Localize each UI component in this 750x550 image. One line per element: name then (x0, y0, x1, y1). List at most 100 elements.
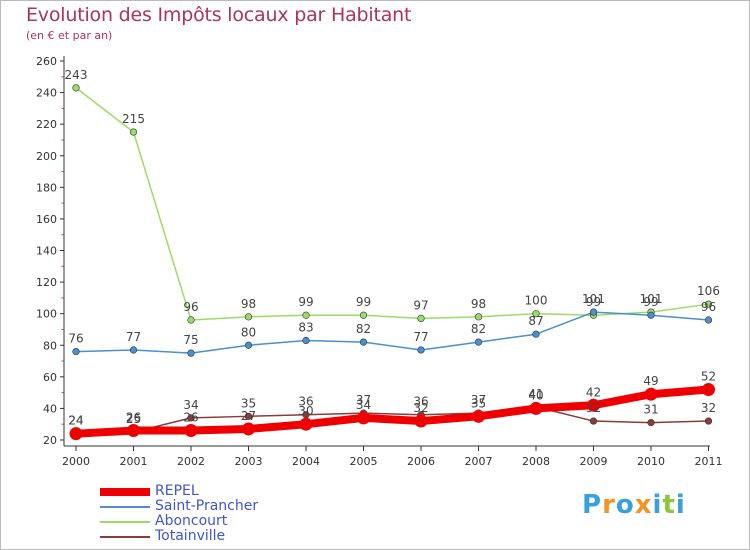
data-point (417, 346, 425, 354)
data-label: 30 (298, 404, 313, 418)
x-tick-label: 2011 (695, 455, 723, 468)
data-point (589, 417, 598, 425)
data-point (129, 128, 138, 136)
proxiti-logo: Proxiti (582, 490, 686, 520)
logo-letter: t (662, 490, 676, 520)
data-point (474, 338, 483, 346)
y-tick-label: 260 (36, 55, 57, 68)
legend-swatch (100, 488, 150, 496)
data-label: 77 (413, 330, 428, 344)
data-point (242, 422, 255, 436)
data-label: 37 (356, 393, 371, 407)
data-label: 215 (122, 112, 145, 126)
data-point (647, 311, 655, 319)
data-point (184, 424, 198, 438)
data-label: 87 (528, 314, 543, 328)
data-point (359, 338, 368, 346)
y-tick-label: 220 (36, 118, 57, 131)
data-label: 97 (413, 298, 428, 312)
data-point (704, 316, 713, 324)
data-point (357, 411, 370, 425)
data-point (302, 311, 310, 319)
data-label: 98 (241, 297, 256, 311)
data-label: 96 (701, 300, 716, 314)
data-label: 99 (643, 295, 658, 309)
data-label: 34 (356, 398, 371, 412)
y-tick-label: 60 (43, 371, 57, 384)
data-point (644, 387, 658, 401)
data-label: 100 (525, 294, 548, 308)
logo-letter: i (652, 490, 663, 520)
data-point (587, 398, 600, 412)
data-point (187, 349, 195, 357)
y-tick-label: 40 (43, 402, 57, 415)
data-label: 49 (643, 374, 658, 388)
data-label: 31 (643, 403, 658, 417)
data-point (414, 414, 428, 428)
y-tick-label: 240 (36, 87, 57, 100)
data-label: 75 (183, 333, 198, 347)
data-point (704, 417, 713, 425)
legend-swatch (100, 506, 150, 508)
x-tick-label: 2007 (465, 455, 493, 468)
data-point (529, 401, 543, 415)
data-label: 101 (640, 292, 663, 306)
series-line-totainville (75, 406, 710, 435)
series-lines (72, 87, 713, 438)
data-point (704, 300, 713, 308)
data-label: 26 (126, 411, 141, 425)
data-label: 52 (701, 369, 716, 383)
data-point (72, 347, 80, 356)
data-label: 32 (701, 401, 716, 415)
data-point (589, 308, 598, 316)
data-label: 99 (356, 295, 371, 309)
legend-label: REPEL (155, 483, 199, 499)
data-label: 24 (68, 414, 83, 428)
data-label: 36 (298, 395, 313, 409)
y-tick-label: 180 (36, 181, 57, 194)
data-label: 96 (183, 300, 198, 314)
y-tick-label: 140 (36, 245, 57, 258)
data-label: 26 (183, 411, 198, 425)
legend-label: Totainville (155, 528, 226, 544)
data-label: 32 (586, 401, 601, 415)
y-tick-label: 200 (36, 150, 57, 163)
data-label: 40 (528, 388, 543, 402)
data-label: 243 (65, 68, 88, 82)
data-point (244, 313, 253, 321)
data-point (187, 316, 195, 324)
x-tick-label: 2009 (580, 455, 608, 468)
data-label: 83 (298, 321, 313, 335)
logo-letter: o (615, 490, 635, 520)
data-point (129, 346, 138, 354)
series-points (69, 84, 715, 441)
y-tick-label: 80 (43, 339, 57, 352)
data-point (417, 314, 425, 323)
data-label: 32 (413, 401, 428, 415)
x-tick-label: 2005 (350, 455, 378, 468)
logo-letter: x (634, 490, 653, 520)
legend-swatch (100, 536, 150, 538)
series-line-saint-prancher (75, 311, 710, 354)
data-label: 35 (241, 396, 256, 410)
data-label: 27 (241, 409, 256, 423)
x-tick-label: 2000 (62, 455, 90, 468)
y-tick-label: 100 (36, 308, 57, 321)
data-label: 41 (528, 387, 543, 401)
data-label: 82 (356, 322, 371, 336)
x-tick-label: 2008 (522, 455, 550, 468)
x-tick-label: 2010 (637, 455, 665, 468)
data-point (127, 424, 140, 438)
y-tick-label: 20 (43, 434, 57, 447)
data-label: 76 (68, 332, 83, 346)
data-point (69, 427, 83, 441)
series-line-aboncourt (75, 87, 710, 321)
data-label: 25 (126, 412, 141, 426)
y-tick-label: 120 (36, 276, 57, 289)
data-label: 36 (413, 395, 428, 409)
data-point (72, 84, 80, 92)
data-label: 99 (586, 295, 601, 309)
legend-label: Aboncourt (155, 513, 228, 529)
